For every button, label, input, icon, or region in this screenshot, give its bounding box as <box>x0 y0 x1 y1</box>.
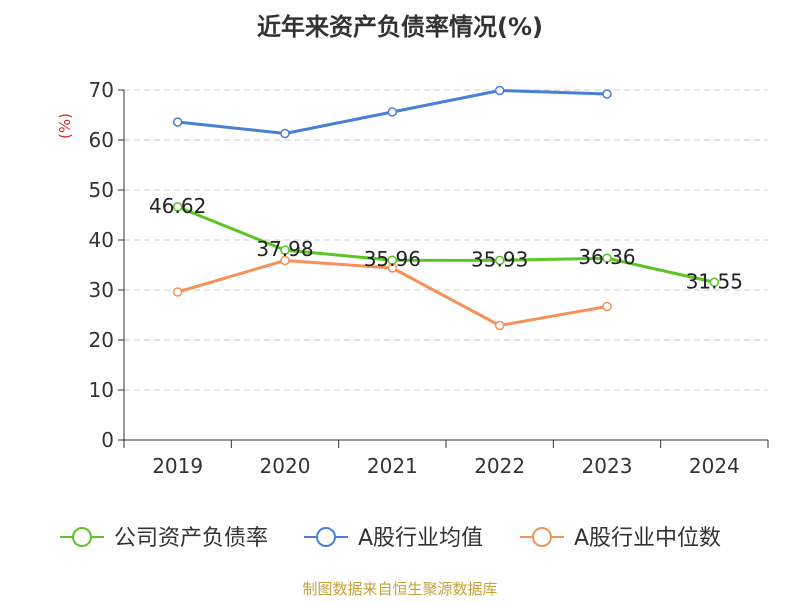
series-lines <box>172 85 720 331</box>
y-tick-label: 0 <box>101 428 114 452</box>
data-point-2 <box>280 255 290 266</box>
data-point-0 <box>602 253 612 263</box>
x-tick-label: 2022 <box>474 454 525 478</box>
x-tick-label: 2023 <box>582 454 633 478</box>
data-point-2 <box>172 287 183 297</box>
data-point-0 <box>172 202 183 212</box>
data-point-1 <box>280 128 290 139</box>
data-point-2 <box>494 320 505 331</box>
axes: 0 10 20 30 40 50 60 70 2019 2020 2021 2022 2023 2024 <box>89 78 769 478</box>
data-point-0 <box>280 245 290 255</box>
legend-label-0: 公司资产负债率 <box>114 526 268 551</box>
data-point-1 <box>172 117 183 127</box>
legend-marker-0 <box>72 527 92 547</box>
y-tick-label: 10 <box>89 378 114 402</box>
data-label: 31.55 <box>686 269 743 293</box>
y-tick-label: 60 <box>89 128 114 152</box>
data-point-1 <box>387 107 398 117</box>
y-tick-label: 50 <box>89 178 114 202</box>
y-axis-label: (%) <box>56 113 74 139</box>
data-label: 35.93 <box>471 247 528 271</box>
y-tick-label: 40 <box>89 228 114 252</box>
legend: 公司资产负债率 A股行业均值 A股行业中位数 <box>60 526 721 551</box>
data-label: 46.62 <box>149 194 206 218</box>
series-line-0 <box>177 205 715 284</box>
data-point-1 <box>602 89 612 99</box>
legend-marker-2 <box>532 527 552 547</box>
x-tick-label: 2020 <box>260 454 311 478</box>
data-point-2 <box>602 301 612 312</box>
data-labels: 46.62 37.98 35.96 35.93 36.36 31.55 <box>149 194 743 293</box>
legend-label-2: A股行业中位数 <box>574 526 721 551</box>
legend-label-1: A股行业均值 <box>358 526 483 551</box>
data-point-0 <box>494 255 505 266</box>
y-tick-label: 70 <box>89 78 114 102</box>
source-note: 制图数据来自恒生聚源数据库 <box>302 580 497 598</box>
data-label: 37.98 <box>256 237 313 261</box>
data-label: 36.36 <box>578 245 635 269</box>
data-point-0 <box>709 277 720 287</box>
grid-lines <box>124 89 768 391</box>
chart-title: 近年来资产负债率情况(%) <box>257 13 543 41</box>
data-point-2 <box>387 263 398 273</box>
x-tick-label: 2021 <box>367 454 418 478</box>
data-point-1 <box>494 85 505 96</box>
x-tick-label: 2019 <box>152 454 203 478</box>
y-tick-label: 20 <box>89 328 114 352</box>
legend-marker-1 <box>316 527 336 547</box>
y-tick-label: 30 <box>89 278 114 302</box>
data-label: 35.96 <box>364 247 421 271</box>
x-tick-label: 2024 <box>689 454 740 478</box>
